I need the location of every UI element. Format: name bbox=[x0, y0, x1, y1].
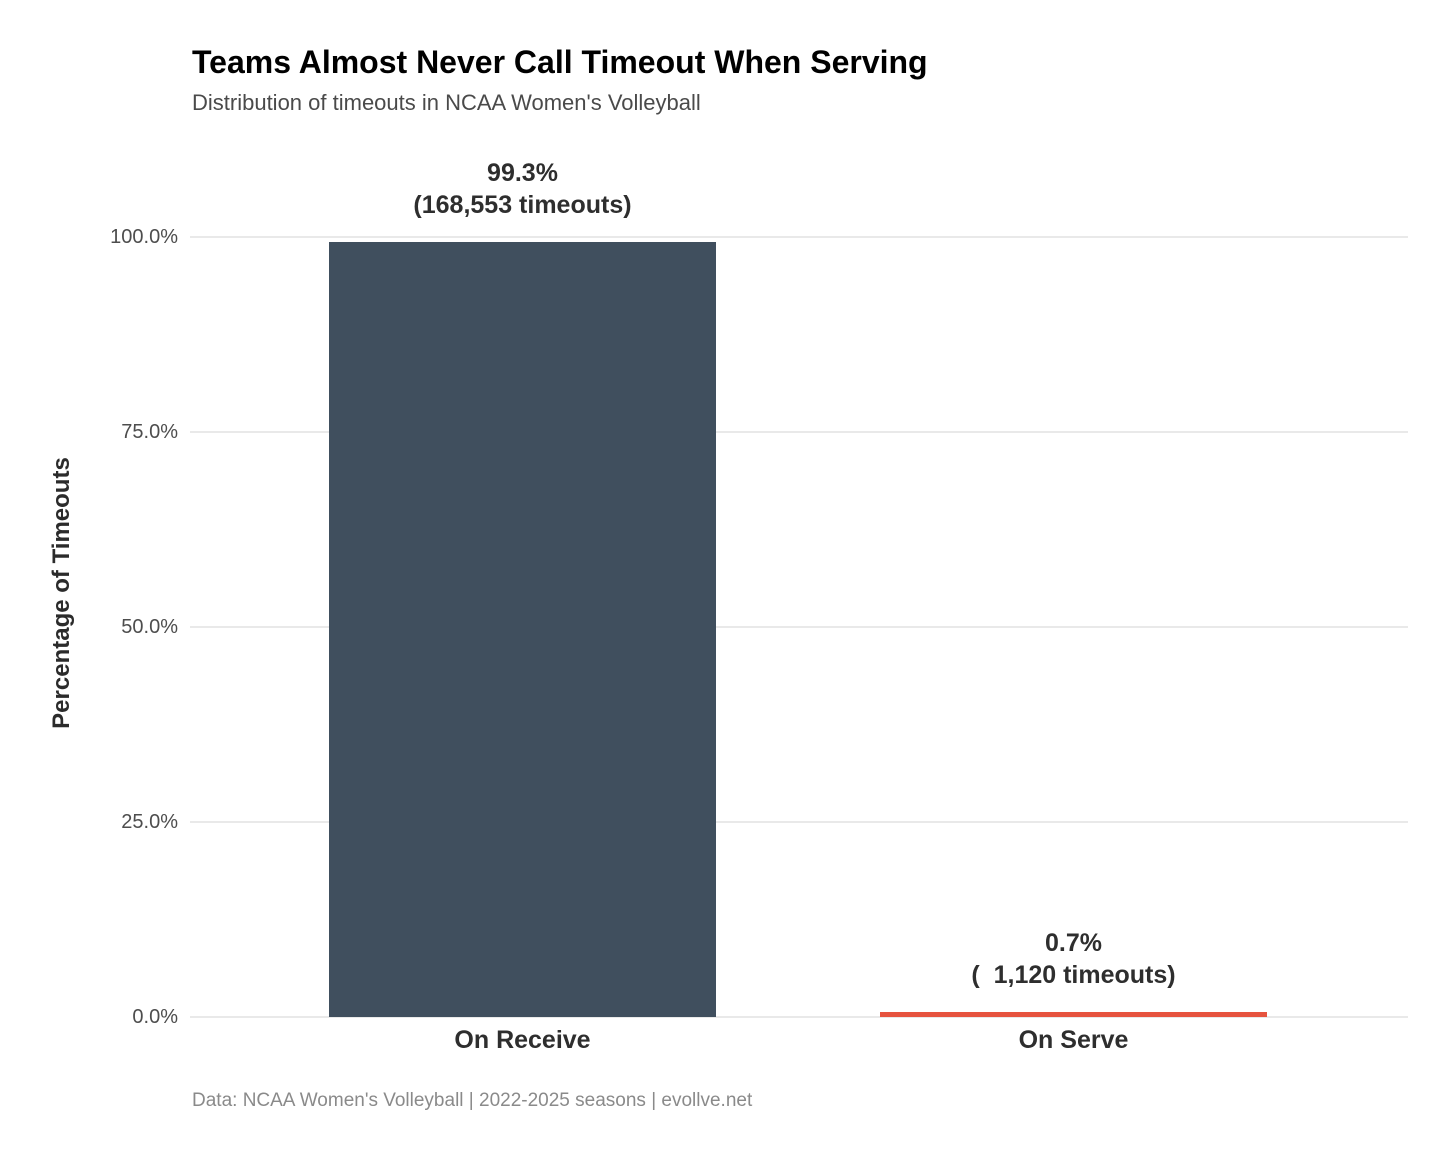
bar-count-label: (168,553 timeouts) bbox=[413, 191, 632, 220]
y-axis-title: Percentage of Timeouts bbox=[48, 457, 75, 729]
footer-caption: Data: NCAA Women's Volleyball | 2022-202… bbox=[192, 1090, 753, 1111]
bar-count-label: ( 1,120 timeouts) bbox=[971, 960, 1176, 989]
y-tick-label: 50.0% bbox=[121, 616, 178, 638]
x-tick-label-on-serve: On Serve bbox=[1018, 1026, 1129, 1054]
y-tick-label: 100.0% bbox=[110, 226, 178, 248]
gridline bbox=[190, 236, 1408, 238]
chart-subtitle: Distribution of timeouts in NCAA Women's… bbox=[192, 90, 701, 115]
bar-value-label: 0.7% ( 1,120 timeouts) bbox=[814, 927, 1334, 991]
y-tick-label: 25.0% bbox=[121, 811, 178, 833]
bar-percent-label: 99.3% bbox=[487, 159, 558, 188]
chart-title: Teams Almost Never Call Timeout When Ser… bbox=[192, 44, 928, 80]
y-tick-label: 0.0% bbox=[132, 1006, 178, 1028]
gridline bbox=[190, 821, 1408, 823]
x-tick-label-on-receive: On Receive bbox=[454, 1026, 591, 1054]
bar-percent-label: 0.7% bbox=[1045, 928, 1102, 957]
bar-value-label: 99.3% (168,553 timeouts) bbox=[263, 157, 783, 221]
gridline bbox=[190, 431, 1408, 433]
bar-on-serve bbox=[880, 1011, 1267, 1017]
y-tick-label: 75.0% bbox=[121, 421, 178, 443]
gridline bbox=[190, 626, 1408, 628]
bar-on-receive bbox=[329, 242, 716, 1017]
gridline bbox=[190, 1016, 1408, 1018]
